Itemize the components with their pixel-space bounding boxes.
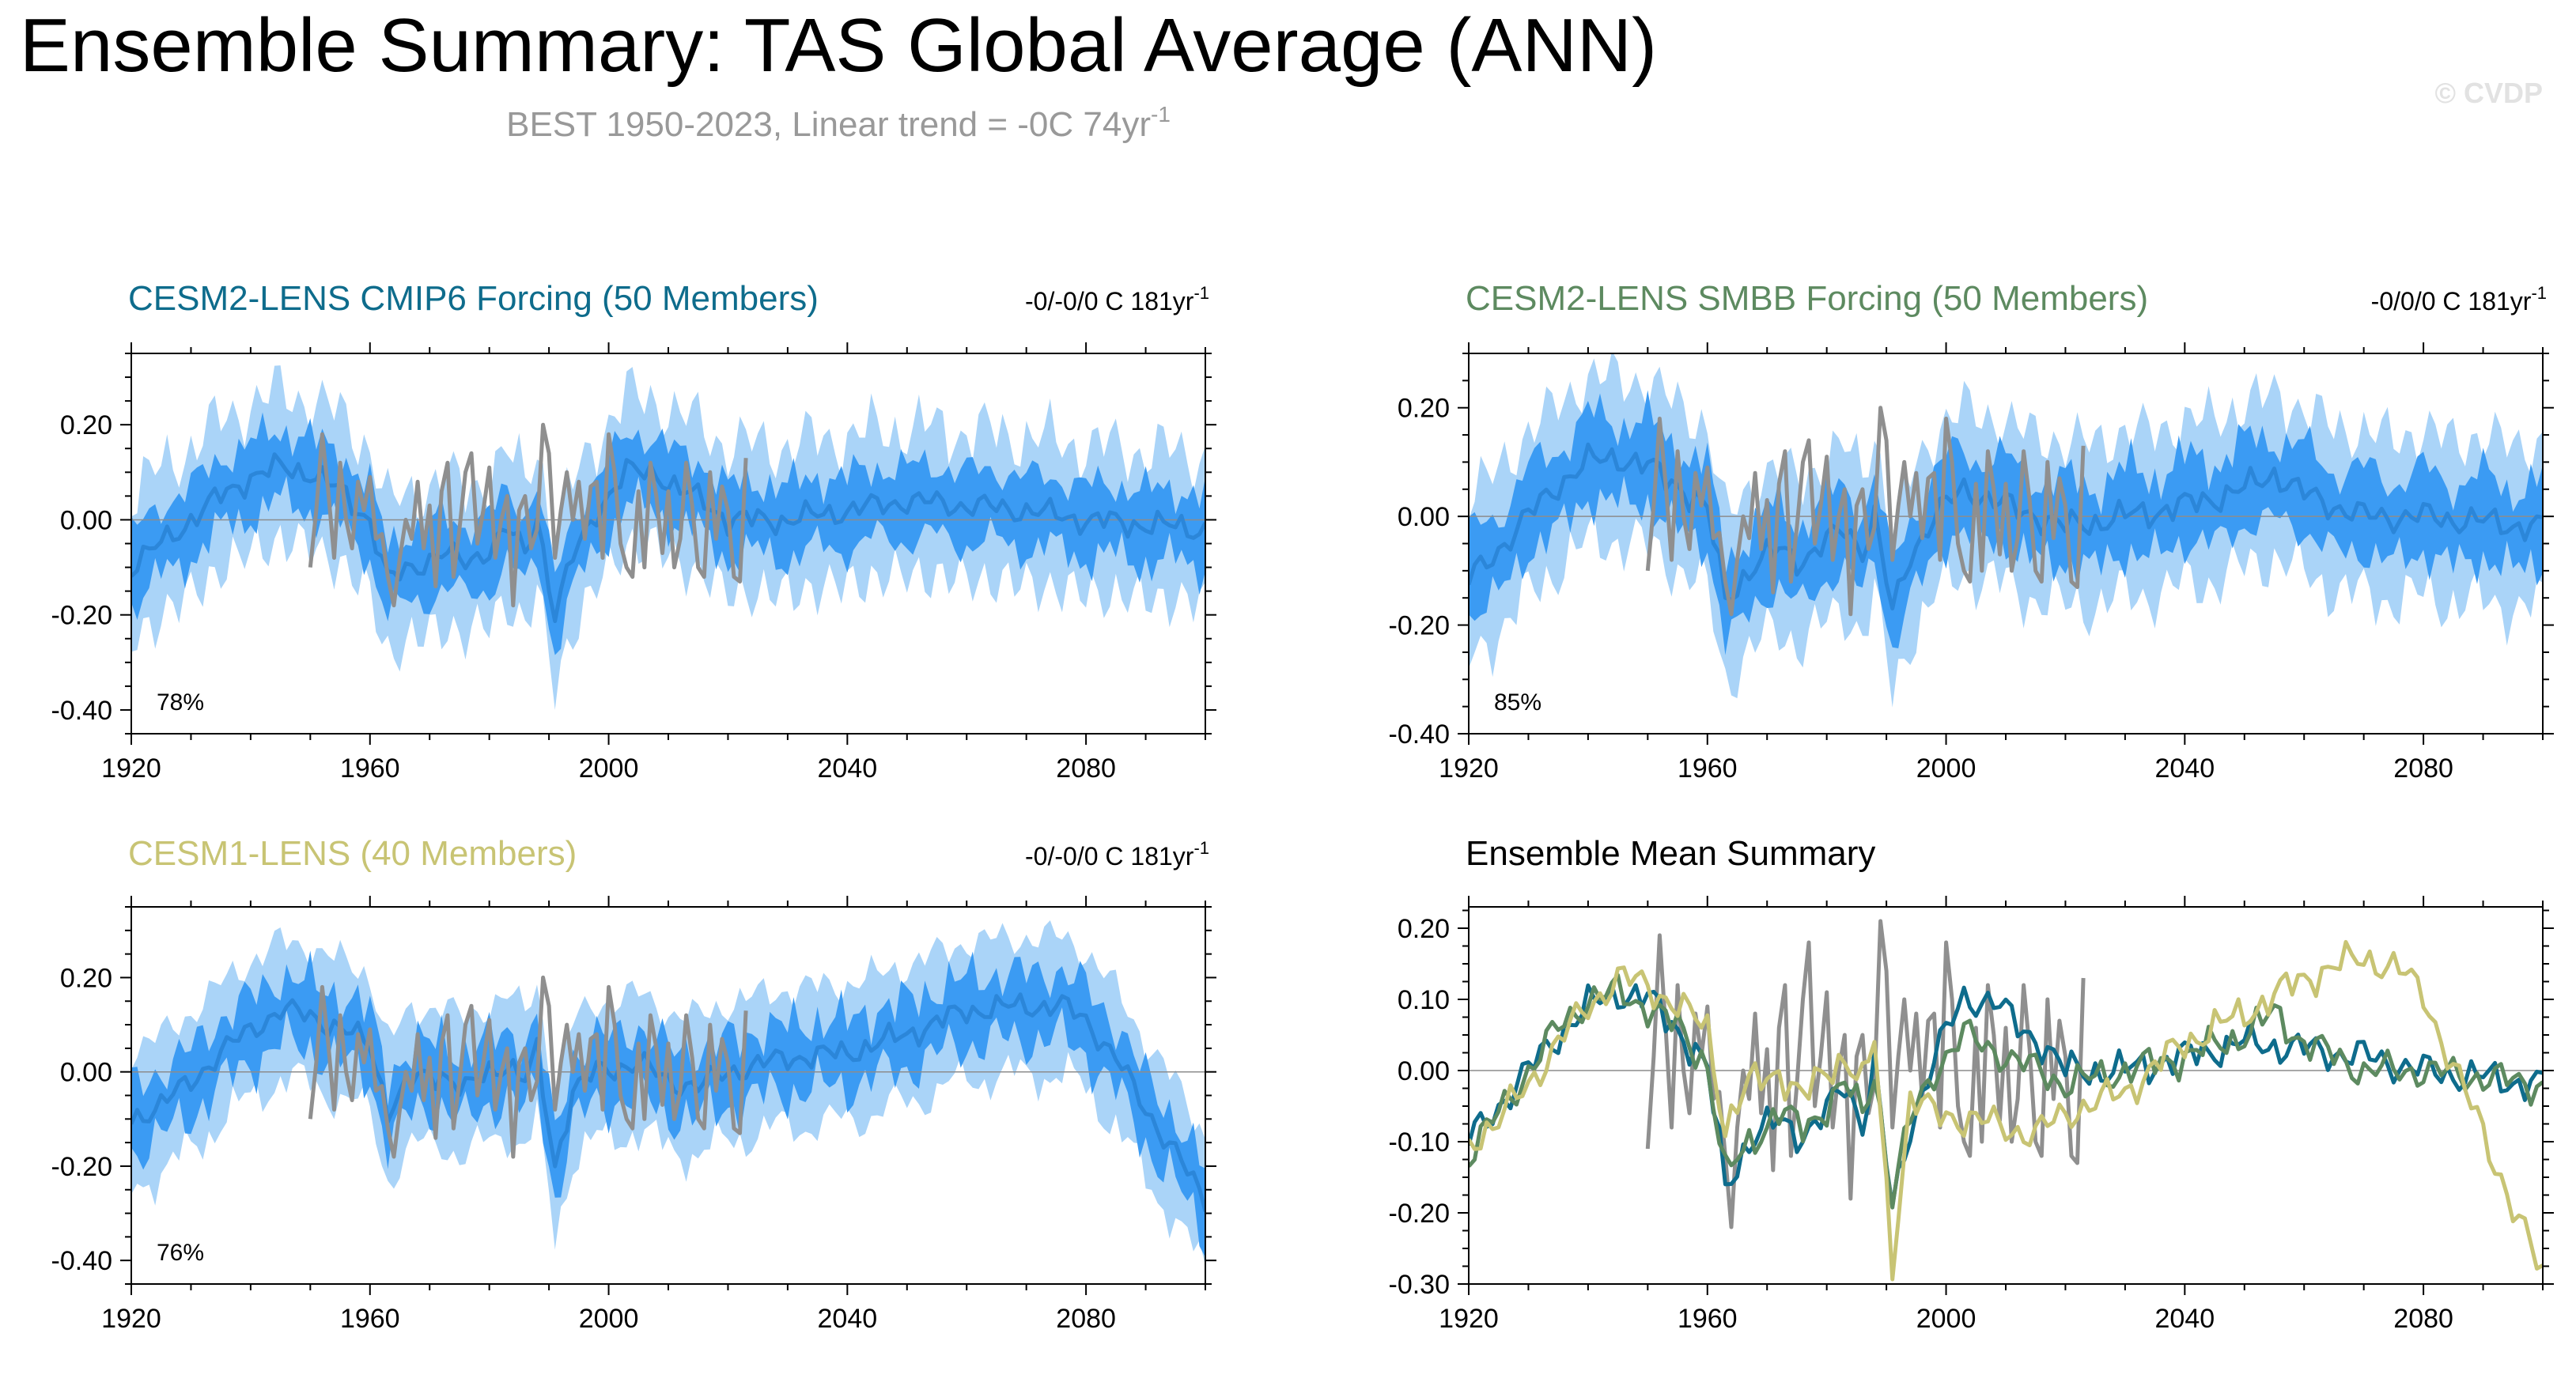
trend-label: -0/-0/0 C 181yr-1 xyxy=(1025,838,1209,870)
y-tick-label: -0.40 xyxy=(1389,719,1451,750)
y-tick-label: 0.20 xyxy=(1398,914,1450,944)
percent-label: 76% xyxy=(157,1240,204,1266)
x-tick-label: 2080 xyxy=(1056,1304,1116,1334)
observations-line xyxy=(1645,406,2086,617)
y-tick-label: 0.10 xyxy=(1398,985,1450,1015)
y-tick-label: -0.20 xyxy=(1389,1199,1451,1229)
series-line-1 xyxy=(1469,983,2543,1208)
panel-title: Ensemble Mean Summary xyxy=(1466,834,1875,873)
y-tick-label: 0.00 xyxy=(60,1058,112,1088)
x-tick-label: 2080 xyxy=(2393,753,2453,784)
panels-container: 1920 1960 2000 2040 2080 -0.40 -0.20 0.00 0.20 CE… xyxy=(51,279,2554,1334)
x-tick-label: 1960 xyxy=(1678,1304,1738,1334)
y-tick-label: -0.10 xyxy=(1389,1127,1451,1158)
panel-title: CESM1-LENS (40 Members) xyxy=(128,834,577,873)
y-tick-label: 0.00 xyxy=(1398,502,1450,532)
plot-area xyxy=(1469,919,2543,1282)
y-tick-label: -0.20 xyxy=(1389,611,1451,641)
y-tick-label: -0.40 xyxy=(51,1246,113,1276)
y-tick-label: 0.20 xyxy=(1398,394,1450,424)
x-tick-label: 2040 xyxy=(2155,1304,2215,1334)
series-line-2 xyxy=(1469,972,2543,1210)
x-tick-label: 1920 xyxy=(101,1304,161,1334)
inner-range-band xyxy=(131,950,1205,1258)
y-tick-label: 0.00 xyxy=(1398,1056,1450,1086)
x-tick-label: 2000 xyxy=(579,1304,639,1334)
y-tick-label: -0.20 xyxy=(51,1152,113,1182)
panel-title: CESM2-LENS CMIP6 Forcing (50 Members) xyxy=(128,279,819,318)
percent-label: 78% xyxy=(157,689,204,716)
observations-line xyxy=(308,422,748,608)
x-tick-label: 2040 xyxy=(2155,753,2215,784)
trend-label: -0/0/0 C 181yr-1 xyxy=(2371,283,2547,315)
y-tick-label: -0.20 xyxy=(51,601,113,631)
plot-area xyxy=(1469,353,2543,708)
panel-cmip6: 1920 1960 2000 2040 2080 -0.40 -0.20 0.00 0.20 CE… xyxy=(51,279,1216,784)
y-tick-label: -0.30 xyxy=(1389,1270,1451,1300)
inner-range-band xyxy=(131,412,1205,655)
percent-label: 85% xyxy=(1494,689,1541,716)
x-tick-label: 2040 xyxy=(818,753,878,784)
panel-lens1: 1920 1960 2000 2040 2080 -0.40 -0.20 0.00 0.20 CE… xyxy=(51,834,1216,1334)
ensemble-mean-line xyxy=(131,992,1205,1212)
x-tick-label: 1920 xyxy=(1439,1304,1499,1334)
y-tick-label: 0.20 xyxy=(60,410,112,440)
x-tick-label: 2040 xyxy=(818,1304,878,1334)
panel-smbb: 1920 1960 2000 2040 2080 -0.40 -0.20 0.00 0.20 CE… xyxy=(1389,279,2554,784)
x-tick-label: 2080 xyxy=(1056,753,1116,784)
observations-line xyxy=(308,975,748,1159)
x-tick-label: 1920 xyxy=(1439,753,1499,784)
x-tick-label: 1960 xyxy=(340,1304,400,1334)
x-tick-label: 2000 xyxy=(1916,1304,1976,1334)
x-tick-label: 1920 xyxy=(101,753,161,784)
figure-title: Ensemble Summary: TAS Global Average (AN… xyxy=(20,3,1657,88)
y-tick-label: -0.40 xyxy=(51,696,113,726)
plot-frame xyxy=(1468,906,2544,1285)
x-tick-label: 1960 xyxy=(1678,753,1738,784)
y-tick-label: 0.20 xyxy=(60,963,112,993)
trend-label: -0/-0/0 C 181yr-1 xyxy=(1025,283,1209,315)
watermark: © CVDP xyxy=(2434,77,2543,109)
x-tick-label: 1960 xyxy=(340,753,400,784)
y-tick-label: 0.00 xyxy=(60,505,112,535)
x-tick-label: 2000 xyxy=(1916,753,1976,784)
panel-title: CESM2-LENS SMBB Forcing (50 Members) xyxy=(1466,279,2148,318)
x-tick-label: 2080 xyxy=(2393,1304,2453,1334)
x-tick-label: 2000 xyxy=(579,753,639,784)
figure-subtitle: BEST 1950-2023, Linear trend = -0C 74yr-… xyxy=(506,102,1171,144)
plot-area xyxy=(131,365,1205,710)
panel-summary: 1920 1960 2000 2040 2080 -0.30 -0.20 -0.10 0.00 0… xyxy=(1389,834,2554,1334)
plot-area xyxy=(131,920,1205,1266)
series-line-3 xyxy=(1469,939,2543,1282)
